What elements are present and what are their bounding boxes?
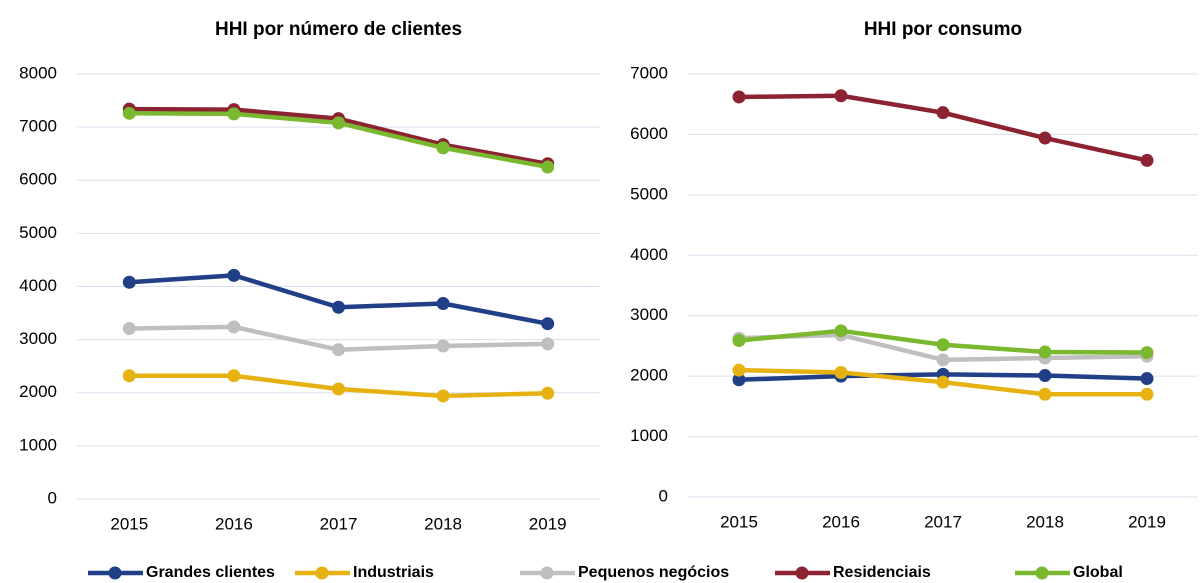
legend-marker xyxy=(315,566,329,580)
x-tick-label: 2018 xyxy=(424,514,462,533)
point xyxy=(436,389,450,403)
point xyxy=(1038,131,1052,145)
legend-label: Global xyxy=(1073,564,1123,581)
point xyxy=(227,268,241,282)
point xyxy=(436,141,450,155)
point xyxy=(436,297,450,310)
point xyxy=(1140,372,1154,386)
x-tick-label: 2019 xyxy=(1128,512,1166,531)
y-tick-label: 6000 xyxy=(19,170,57,189)
point xyxy=(122,275,136,289)
point xyxy=(1140,153,1154,167)
point xyxy=(541,317,555,331)
point xyxy=(732,333,746,347)
y-tick-label: 6000 xyxy=(630,124,668,143)
y-tick-label: 8000 xyxy=(19,63,57,82)
x-tick-label: 2015 xyxy=(720,512,758,531)
point xyxy=(936,353,950,367)
y-tick-label: 7000 xyxy=(630,63,668,82)
legend-label: Industriais xyxy=(353,564,434,581)
y-tick-label: 7000 xyxy=(19,117,57,136)
x-tick-label: 2016 xyxy=(215,514,253,533)
x-tick-label: 2017 xyxy=(320,514,358,533)
point xyxy=(332,300,345,314)
point xyxy=(834,89,848,103)
point xyxy=(227,369,241,383)
x-tick-label: 2015 xyxy=(110,514,148,533)
point xyxy=(1140,387,1154,401)
y-tick-label: 4000 xyxy=(19,276,57,295)
point xyxy=(122,321,136,335)
point xyxy=(732,363,746,377)
point xyxy=(936,375,950,389)
y-tick-label: 1000 xyxy=(19,435,57,454)
x-tick-label: 2019 xyxy=(529,514,567,533)
y-tick-label: 2000 xyxy=(19,382,57,401)
y-tick-label: 3000 xyxy=(630,305,668,324)
point xyxy=(834,324,848,338)
point xyxy=(732,90,746,104)
legend-marker xyxy=(540,566,554,580)
legend-label: Pequenos negócios xyxy=(578,564,729,581)
legend-label: Residenciais xyxy=(833,564,931,581)
legend-marker xyxy=(1035,566,1049,580)
y-tick-label: 4000 xyxy=(630,245,668,264)
series-line xyxy=(129,273,549,326)
point xyxy=(1038,369,1052,383)
point xyxy=(541,386,555,400)
point xyxy=(936,338,950,352)
point xyxy=(332,116,345,130)
point xyxy=(834,366,848,380)
point xyxy=(541,160,555,174)
legend-marker xyxy=(108,566,122,580)
y-tick-label: 5000 xyxy=(19,223,57,242)
legend-label: Grandes clientes xyxy=(146,564,275,581)
y-tick-label: 1000 xyxy=(630,426,668,445)
point xyxy=(227,320,241,334)
point xyxy=(332,382,345,396)
point xyxy=(122,369,136,383)
x-tick-label: 2017 xyxy=(924,512,962,531)
x-tick-label: 2018 xyxy=(1026,512,1064,531)
y-tick-label: 0 xyxy=(48,488,57,507)
y-tick-label: 0 xyxy=(659,486,668,505)
point xyxy=(936,106,950,120)
point xyxy=(122,106,136,120)
chart-title: HHI por consumo xyxy=(864,19,1022,40)
point xyxy=(732,373,746,387)
point xyxy=(541,337,555,351)
y-tick-label: 3000 xyxy=(19,329,57,348)
point xyxy=(1140,346,1154,360)
chart-title: HHI por número de clientes xyxy=(215,19,462,40)
legend-marker xyxy=(795,566,809,580)
point xyxy=(227,107,241,121)
x-tick-label: 2016 xyxy=(822,512,860,531)
y-tick-label: 5000 xyxy=(630,184,668,203)
point xyxy=(332,343,345,357)
point xyxy=(436,339,450,353)
series-line xyxy=(738,93,1148,163)
y-tick-label: 2000 xyxy=(630,366,668,385)
point xyxy=(1038,387,1052,401)
point xyxy=(1038,345,1052,359)
